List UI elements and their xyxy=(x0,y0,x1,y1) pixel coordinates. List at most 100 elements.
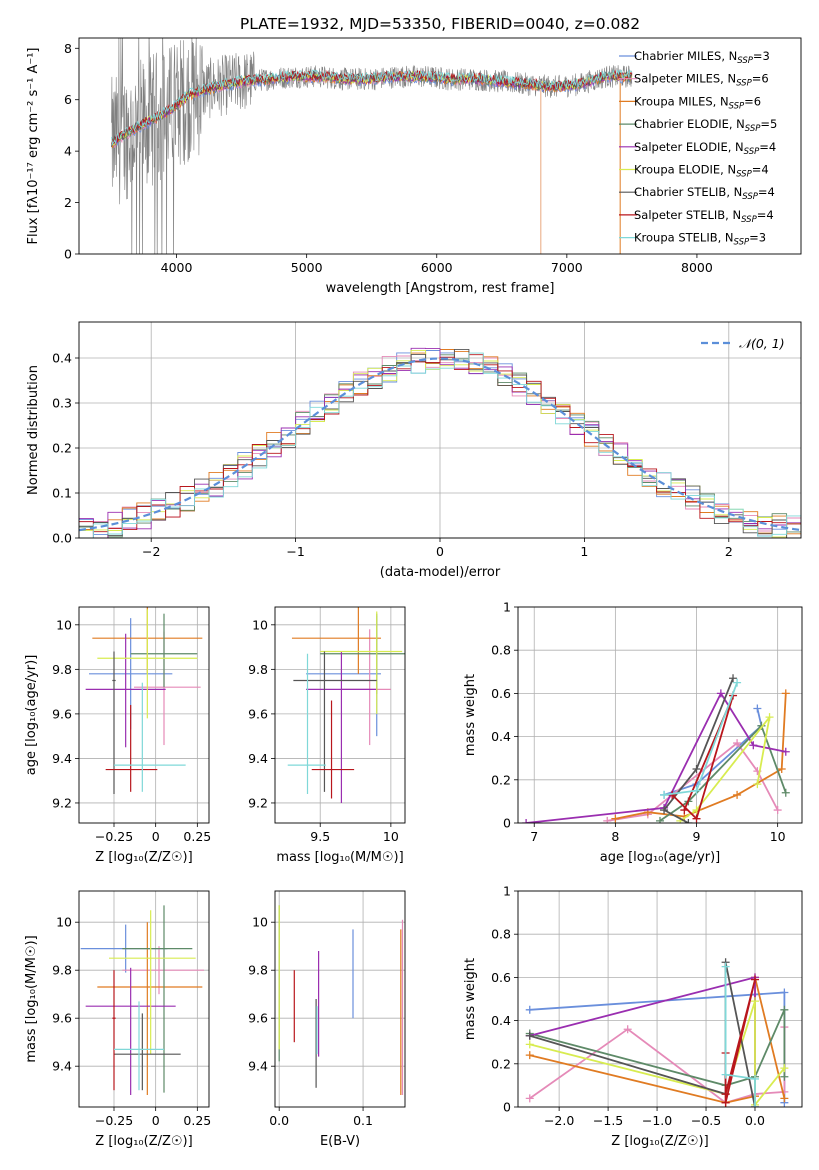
y-tick-label: 0 xyxy=(503,1100,511,1115)
x-tick-label: −1.0 xyxy=(642,1113,672,1128)
x-tick-label: 4000 xyxy=(161,260,193,275)
y-axis-label: Flux [fλ10⁻¹⁷ erg cm⁻² s⁻¹ A⁻¹] xyxy=(26,48,41,245)
legend-value: =6 xyxy=(744,94,761,108)
axes-frame xyxy=(274,606,406,824)
x-tick-label: −0.25 xyxy=(95,1113,133,1128)
x-tick-label: 5000 xyxy=(291,260,323,275)
mass-weight-point xyxy=(750,997,759,1006)
plot-area xyxy=(275,891,405,1107)
legend-value: =4 xyxy=(757,208,774,222)
mass-weight-point xyxy=(780,1064,789,1073)
x-tick-label: 0 xyxy=(152,1113,160,1128)
x-tick-label: −1 xyxy=(286,544,304,559)
mass-weight-point xyxy=(780,1072,789,1081)
legend-subscript: SSP xyxy=(737,56,753,66)
mass-weight-point xyxy=(733,678,742,687)
x-tick-label: 9.5 xyxy=(310,829,330,844)
y-tick-label: 9.4 xyxy=(52,1059,72,1074)
x-tick-label: 0.25 xyxy=(183,829,211,844)
y-tick-label: 9.8 xyxy=(52,963,72,978)
mass-weight-point xyxy=(716,689,725,698)
y-tick-label: 0 xyxy=(64,247,72,262)
x-tick-label: −0.5 xyxy=(691,1113,721,1128)
y-tick-label: 1 xyxy=(503,600,511,615)
mass-weight-point xyxy=(692,814,701,823)
x-axis-label: mass [log₁₀(M/M☉)] xyxy=(276,850,403,865)
plot-marks xyxy=(525,958,789,1107)
mass-weight-point xyxy=(522,819,531,823)
y-tick-label: 0.2 xyxy=(52,441,72,456)
mass-weight-point xyxy=(603,816,612,823)
legend-entry: Salpeter STELIB, NSSP=4 xyxy=(634,208,774,225)
y-axis-label: mass [log₁₀(M/M☉)] xyxy=(24,935,39,1062)
y-tick-label: 10 xyxy=(56,617,72,632)
mass-weight-point xyxy=(733,790,742,799)
mass-weight-point xyxy=(721,1098,730,1107)
legend-entry: Chabrier STELIB, NSSP=4 xyxy=(634,185,775,202)
legend-subscript: SSP xyxy=(729,101,745,111)
mass-weight-point xyxy=(780,988,789,997)
mass-weight-series-line xyxy=(662,677,734,823)
x-tick-label: 1 xyxy=(580,544,588,559)
y-tick-label: 2 xyxy=(64,195,72,210)
mass-weight-point xyxy=(729,674,738,683)
plot-marks xyxy=(522,674,790,823)
legend-entry: Salpeter ELODIE, NSSP=4 xyxy=(634,140,776,157)
x-tick-label: 10 xyxy=(383,829,399,844)
panel-residuals: −2 −1 0 1 2 0.0 0.1 0.2 0.3 0.4 (data-model)/error… xyxy=(26,321,802,580)
y-tick-label: 9.6 xyxy=(52,706,72,721)
mass-weight-point xyxy=(773,806,782,815)
residual-histogram-series xyxy=(79,347,801,538)
x-tick-label: −2 xyxy=(142,544,160,559)
x-tick-label: 2 xyxy=(725,544,733,559)
legend-value: =4 xyxy=(759,140,776,154)
y-tick-label: 9.8 xyxy=(248,963,268,978)
x-tick-label: −2.0 xyxy=(544,1113,574,1128)
mass-weight-series-line xyxy=(724,966,756,1107)
x-tick-label: 9 xyxy=(693,829,701,844)
mass-weight-point xyxy=(692,786,701,795)
panel-spectrum: 4000 5000 6000 7000 8000 0 2 4 6 8 wavelength [Ang… xyxy=(26,37,802,296)
y-tick-label: 9.6 xyxy=(248,1011,268,1026)
y-tick-label: 0 xyxy=(503,816,511,831)
legend-entry: Kroupa ELODIE, NSSP=4 xyxy=(634,163,769,180)
plot-marks xyxy=(80,905,204,1095)
plot-area xyxy=(79,891,209,1107)
legend-entry: 𝒩(0, 1) xyxy=(739,336,785,351)
mass-weight-point xyxy=(525,1031,534,1040)
legend-value: =4 xyxy=(752,163,769,177)
mass-weight-point xyxy=(750,975,759,984)
mass-weight-point xyxy=(623,1025,632,1034)
y-axis-label: mass weight xyxy=(463,674,478,756)
mass-weight-point xyxy=(680,806,689,815)
mass-weight-series-line xyxy=(679,716,771,822)
panel-age-vs-mass: 9.5 10 9.2 9.4 9.6 9.8 10 mass [log₁₀(M/M☉)] xyxy=(248,606,406,865)
panel-mass-vs-EBV: 0.0 0.1 9.4 9.6 9.8 10 E(B-V) xyxy=(248,890,406,1149)
y-tick-label: 0.3 xyxy=(52,396,72,411)
legend-subscript: SSP xyxy=(741,215,757,225)
legend-entry: Chabrier ELODIE, NSSP=5 xyxy=(634,117,777,134)
x-tick-label: 0.1 xyxy=(353,1113,373,1128)
plot-marks xyxy=(79,347,801,538)
y-tick-label: 9.2 xyxy=(248,795,268,810)
model-spectrum-line xyxy=(111,72,633,149)
panel-mass-weight-vs-age: 7 8 9 10 0 0.2 0.4 0.6 0.8 1 age [log₁₀(age/yr)] ma… xyxy=(463,600,803,865)
x-tick-label: 0.0 xyxy=(745,1113,765,1128)
residual-histogram-series xyxy=(79,349,801,538)
mass-weight-point xyxy=(780,1005,789,1014)
y-tick-label: 9.8 xyxy=(52,662,72,677)
y-axis-label: Normed distribution xyxy=(26,365,41,495)
x-tick-label: 0 xyxy=(152,829,160,844)
x-tick-label: 7000 xyxy=(551,260,583,275)
y-tick-label: 0.2 xyxy=(491,772,511,787)
mass-weight-point xyxy=(721,1090,730,1099)
axes-frame xyxy=(517,606,803,824)
axes-frame xyxy=(274,890,406,1108)
mass-weight-point xyxy=(750,1103,759,1107)
mass-weight-point xyxy=(750,1074,759,1083)
y-tick-label: 0.6 xyxy=(491,686,511,701)
mass-weight-point xyxy=(753,704,762,713)
x-axis-label: Z [log₁₀(Z/Z☉)] xyxy=(95,1134,192,1149)
residual-histogram-series xyxy=(79,352,801,538)
x-tick-label: −0.25 xyxy=(95,829,133,844)
